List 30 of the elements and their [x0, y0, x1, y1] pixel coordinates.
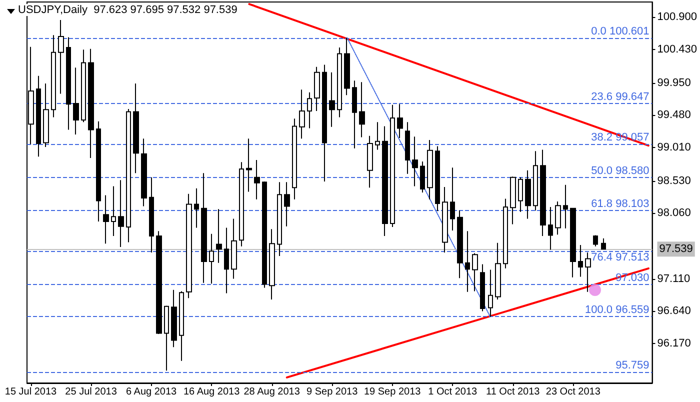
y-tick-label: 99.480 — [657, 109, 691, 122]
ref-line-label: 97.030 — [616, 272, 650, 284]
ref-line-label: 23.6 99.647 — [591, 90, 650, 103]
y-tick-label: 96.640 — [657, 305, 691, 318]
y-tick-label: 98.530 — [657, 174, 691, 187]
x-tick-label: 28 Aug 2013 — [244, 386, 300, 398]
x-tick-label: 9 Sep 2013 — [306, 386, 358, 398]
chart-title: USDJPY,Daily 97.623 97.695 97.532 97.539 — [18, 4, 238, 16]
y-tick-label: 99.010 — [657, 142, 691, 154]
ref-line-label: 50.0 98.580 — [591, 164, 650, 177]
ref-line-label: 100.0 96.559 — [585, 304, 650, 316]
ref-line-label: 95.759 — [616, 359, 650, 372]
ref-line-label: 97.539 — [659, 243, 693, 256]
x-tick-label: 23 Oct 2013 — [546, 386, 601, 398]
x-tick-label: 6 Aug 2013 — [126, 386, 178, 398]
y-tick-label: 100.430 — [657, 44, 698, 56]
x-tick-label: 19 Sep 2013 — [364, 386, 422, 398]
y-tick-label: 99.950 — [657, 76, 691, 89]
x-tick-label: 11 Oct 2013 — [486, 386, 540, 398]
x-tick-label: 16 Aug 2013 — [183, 386, 240, 398]
y-tick-label: 98.060 — [657, 207, 691, 220]
x-tick-label: 1 Oct 2013 — [428, 386, 478, 398]
x-tick-label: 25 Jul 2013 — [65, 386, 118, 398]
y-tick-label: 96.170 — [657, 338, 691, 350]
x-tick-label: 15 Jul 2013 — [4, 386, 58, 398]
ref-line-label: 61.8 98.103 — [591, 198, 650, 210]
y-tick-label: 97.110 — [657, 272, 690, 285]
ref-line-label: 76.4 97.513 — [591, 252, 650, 264]
ref-line-label: 0.0 100.601 — [591, 25, 650, 38]
y-tick-label: 100.900 — [657, 11, 698, 24]
